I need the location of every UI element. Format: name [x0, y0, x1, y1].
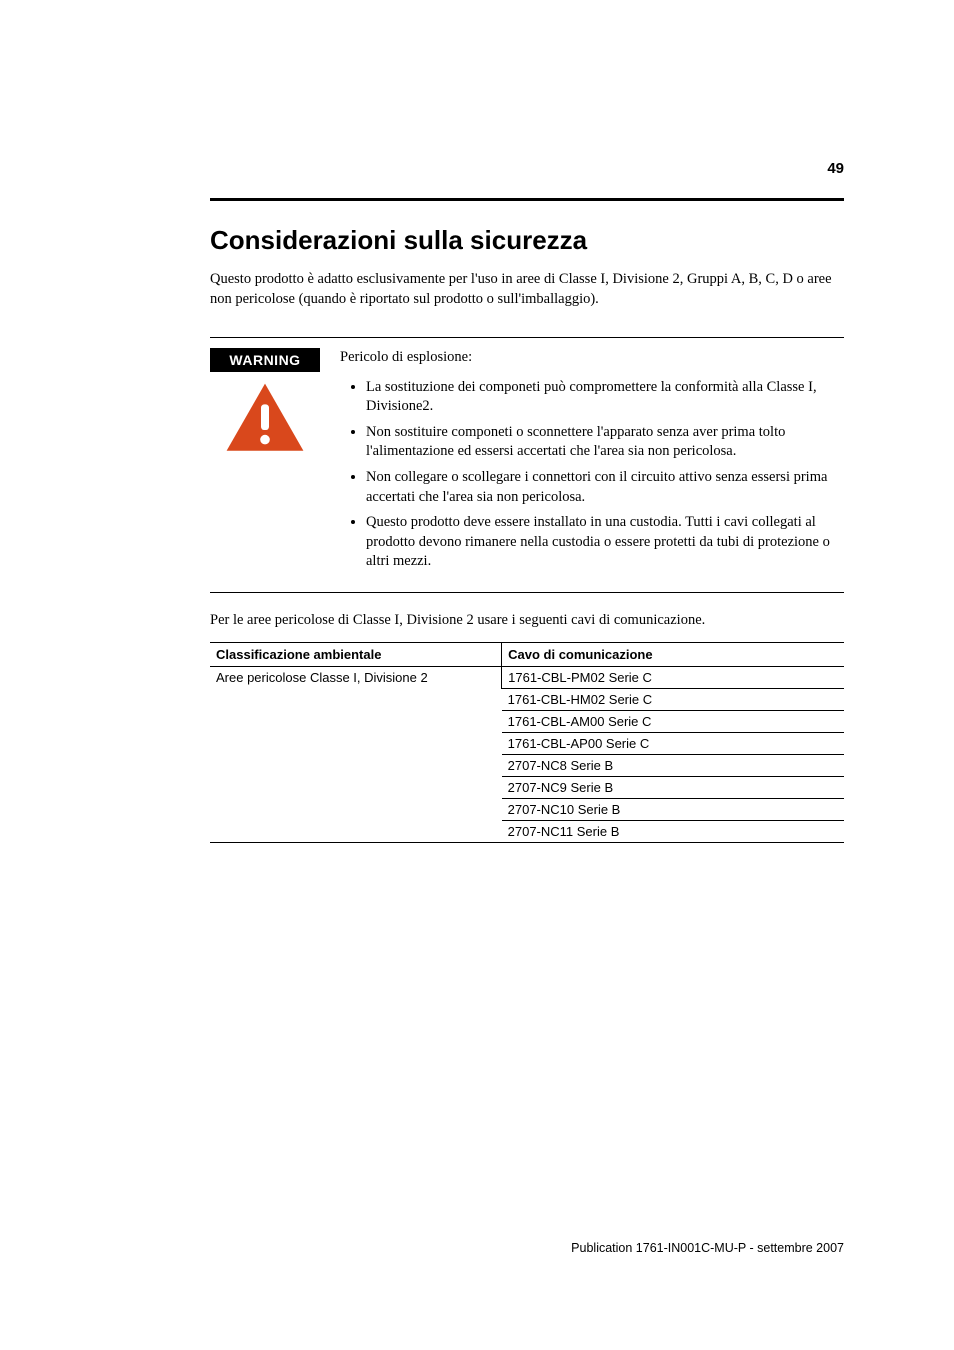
page-content: 49 Considerazioni sulla sicurezza Questo…: [0, 0, 954, 843]
warning-list: La sostituzione dei componeti può compro…: [340, 378, 844, 572]
warning-item: Non sostituire componeti o sconnettere l…: [366, 423, 844, 462]
warning-block: WARNING Pericolo di esplosione: La sosti…: [210, 337, 844, 593]
warning-item: Non collegare o scollegare i connettori …: [366, 468, 844, 507]
table-intro: Per le aree pericolose di Classe I, Divi…: [210, 611, 844, 631]
cable-cell: 2707-NC10 Serie B: [502, 799, 844, 821]
cable-cell: 2707-NC9 Serie B: [502, 777, 844, 799]
table-header-row: Classificazione ambientale Cavo di comun…: [210, 643, 844, 667]
cable-cell: 2707-NC11 Serie B: [502, 821, 844, 843]
cable-cell: 1761-CBL-AM00 Serie C: [502, 711, 844, 733]
cable-cell: 1761-CBL-HM02 Serie C: [502, 689, 844, 711]
warning-lead: Pericolo di esplosione:: [340, 348, 844, 368]
table-header-cable: Cavo di comunicazione: [502, 643, 844, 667]
section-heading: Considerazioni sulla sicurezza: [210, 225, 844, 256]
warning-left-column: WARNING: [210, 348, 320, 578]
cable-cell: 1761-CBL-PM02 Serie C: [502, 667, 844, 689]
cables-table: Classificazione ambientale Cavo di comun…: [210, 642, 844, 843]
table-row: Aree pericolose Classe I, Divisione 2 17…: [210, 667, 844, 689]
intro-paragraph: Questo prodotto è adatto esclusivamente …: [210, 270, 844, 309]
cable-cell: 1761-CBL-AP00 Serie C: [502, 733, 844, 755]
page-number: 49: [827, 160, 844, 177]
warning-item: Questo prodotto deve essere installato i…: [366, 513, 844, 572]
cable-cell: 2707-NC8 Serie B: [502, 755, 844, 777]
warning-item: La sostituzione dei componeti può compro…: [366, 378, 844, 417]
top-rule: [210, 198, 844, 201]
warning-badge: WARNING: [210, 348, 320, 372]
table-header-classification: Classificazione ambientale: [210, 643, 502, 667]
classification-cell: Aree pericolose Classe I, Divisione 2: [210, 667, 502, 843]
publication-footer: Publication 1761-IN001C-MU-P - settembre…: [571, 1241, 844, 1255]
warning-triangle-icon: [225, 382, 305, 454]
warning-text-column: Pericolo di esplosione: La sostituzione …: [340, 348, 844, 578]
